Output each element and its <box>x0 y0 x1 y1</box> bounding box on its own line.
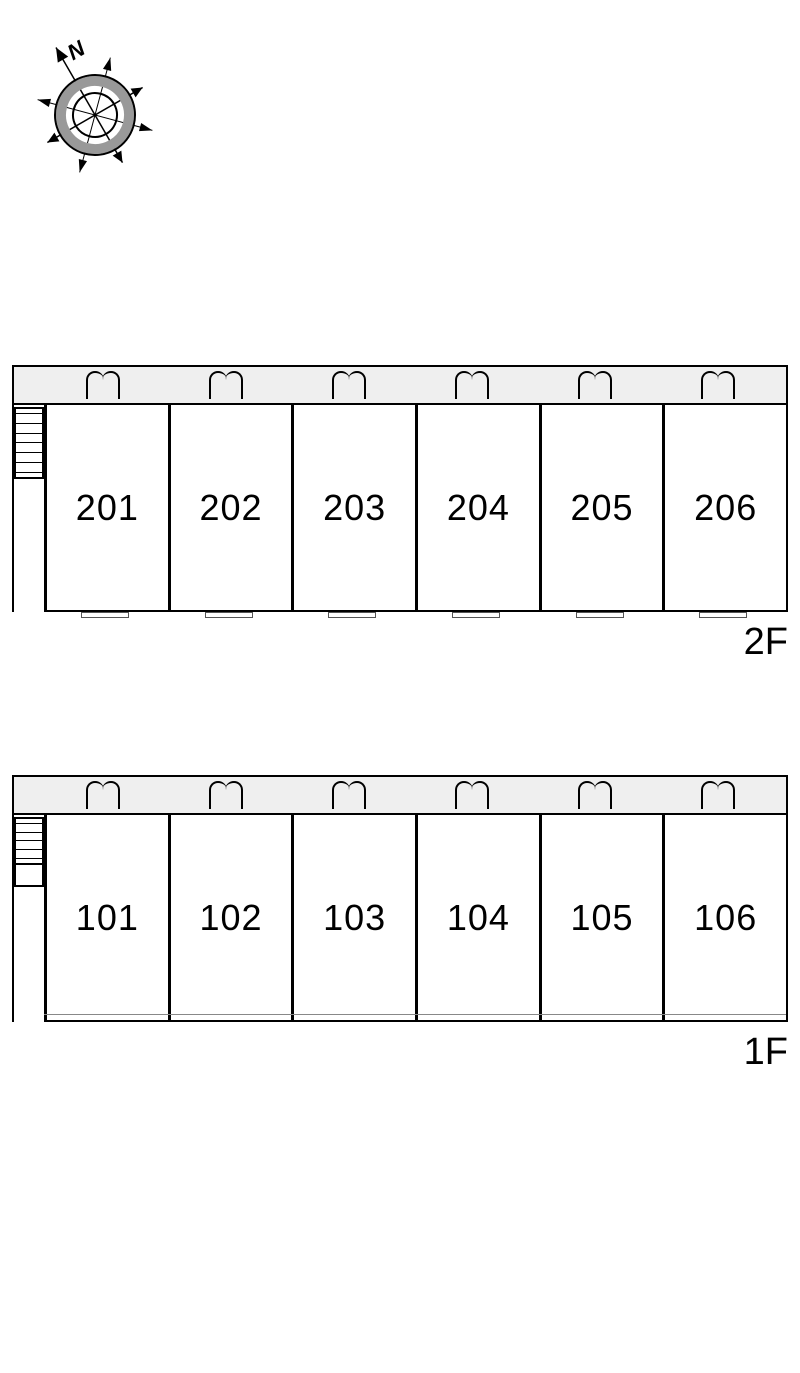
room-105: 105 <box>542 815 666 1020</box>
floor-1-section: 101 102 103 104 105 106 1F <box>12 775 788 1022</box>
floor-2-label: 2F <box>744 621 788 664</box>
floor-2-corridor <box>14 367 786 405</box>
room-label: 101 <box>76 897 139 939</box>
room-202: 202 <box>171 405 295 610</box>
room-label: 104 <box>447 897 510 939</box>
floor-1-front-rail <box>44 1014 786 1022</box>
balcony-icon <box>328 612 376 618</box>
room-206: 206 <box>665 405 786 610</box>
room-201: 201 <box>44 405 171 610</box>
floor-2-stairs <box>14 407 44 612</box>
floor-2-rooms: 201 202 203 204 205 206 <box>44 405 786 610</box>
door-icon <box>701 781 741 813</box>
door-icon <box>578 781 618 813</box>
floor-2-outline: 201 202 203 204 205 206 <box>12 365 788 612</box>
room-label: 103 <box>323 897 386 939</box>
room-label: 204 <box>447 487 510 529</box>
balcony-icon <box>81 612 129 618</box>
door-icon <box>578 371 618 403</box>
floor-1-corridor <box>14 777 786 815</box>
door-icon <box>701 371 741 403</box>
room-label: 106 <box>694 897 757 939</box>
door-icon <box>332 371 372 403</box>
door-icon <box>332 781 372 813</box>
compass-rose: N <box>20 20 170 195</box>
stair-icon <box>14 407 44 479</box>
door-icon <box>455 781 495 813</box>
room-101: 101 <box>44 815 171 1020</box>
door-icon <box>209 781 249 813</box>
room-label: 102 <box>199 897 262 939</box>
floor-1-label: 1F <box>744 1031 788 1074</box>
stair-landing-icon <box>14 865 44 887</box>
room-label: 105 <box>570 897 633 939</box>
room-106: 106 <box>665 815 786 1020</box>
door-icon <box>209 371 249 403</box>
compass-north-label: N <box>63 35 90 65</box>
room-102: 102 <box>171 815 295 1020</box>
room-203: 203 <box>294 405 418 610</box>
stair-icon <box>14 817 44 865</box>
room-103: 103 <box>294 815 418 1020</box>
floor-2-section: 201 202 203 204 205 206 2F <box>12 365 788 612</box>
floor-1-stairs <box>14 817 44 1022</box>
room-label: 203 <box>323 487 386 529</box>
floor-1-outline: 101 102 103 104 105 106 <box>12 775 788 1022</box>
balcony-icon <box>452 612 500 618</box>
room-204: 204 <box>418 405 542 610</box>
balcony-icon <box>699 612 747 618</box>
room-label: 205 <box>570 487 633 529</box>
room-label: 206 <box>694 487 757 529</box>
room-label: 201 <box>76 487 139 529</box>
floor-1-rooms: 101 102 103 104 105 106 <box>44 815 786 1020</box>
room-label: 202 <box>199 487 262 529</box>
balcony-icon <box>205 612 253 618</box>
balcony-icon <box>576 612 624 618</box>
room-205: 205 <box>542 405 666 610</box>
door-icon <box>455 371 495 403</box>
door-icon <box>86 371 126 403</box>
room-104: 104 <box>418 815 542 1020</box>
door-icon <box>86 781 126 813</box>
